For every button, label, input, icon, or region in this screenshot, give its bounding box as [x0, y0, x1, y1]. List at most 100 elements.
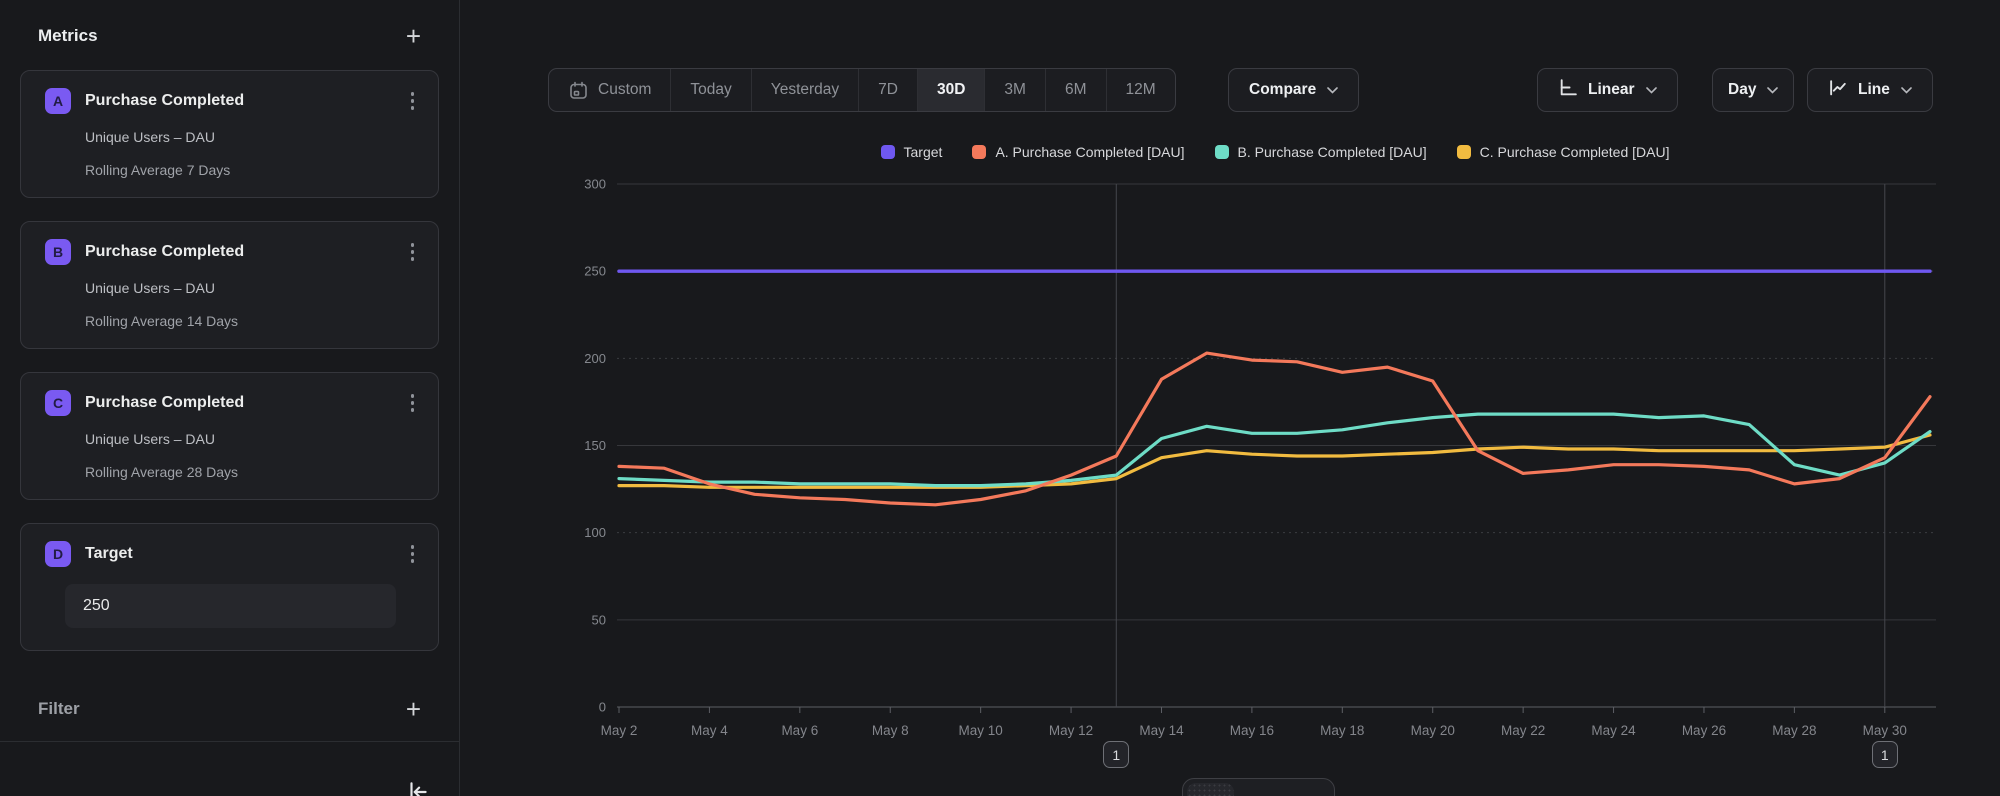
- x-tick-label: May 30: [1863, 723, 1907, 738]
- collapse-left-icon: [405, 782, 431, 796]
- range-tab-12m[interactable]: 12M: [1107, 69, 1175, 111]
- chevron-down-icon: [1327, 86, 1338, 94]
- range-tab-today[interactable]: Today: [671, 69, 752, 111]
- range-tab-7d[interactable]: 7D: [859, 69, 918, 111]
- legend-swatch: [1214, 145, 1229, 159]
- annotation-badge[interactable]: 1: [1871, 741, 1898, 768]
- target-badge: D: [45, 541, 71, 567]
- chart-panel: 0 50 100 150 200 250 300 May 2 May 4 May 6 May 8 Ma…: [461, 0, 2000, 796]
- x-tick-label: May 28: [1772, 723, 1816, 738]
- range-tab-3m[interactable]: 3M: [985, 69, 1046, 111]
- x-tick-label: May 6: [781, 723, 818, 738]
- x-tick-label: May 22: [1501, 723, 1545, 738]
- chart-view-button[interactable]: [1187, 783, 1234, 796]
- interval-label: Day: [1728, 81, 1757, 98]
- range-tab-6m[interactable]: 6M: [1046, 69, 1107, 111]
- legend-item[interactable]: C. Purchase Completed [DAU]: [1456, 144, 1670, 160]
- metric-badge: B: [45, 239, 71, 265]
- target-value-input[interactable]: 250: [65, 584, 396, 628]
- range-tab-label: 6M: [1064, 81, 1087, 98]
- legend-label: C. Purchase Completed [DAU]: [1479, 144, 1670, 160]
- x-tick-label: May 20: [1411, 723, 1455, 738]
- scale-select-button[interactable]: Linear: [1537, 68, 1678, 112]
- x-tick-label: May 18: [1320, 723, 1364, 738]
- series-line-1[interactable]: [617, 351, 1932, 507]
- add-metric-button[interactable]: +: [405, 21, 421, 51]
- x-tick-label: May 14: [1139, 723, 1184, 738]
- kebab-menu-icon[interactable]: [409, 88, 417, 114]
- metric-measure: Unique Users – DAU: [85, 129, 215, 145]
- target-card[interactable]: D Target 250: [20, 523, 439, 651]
- range-tab-label: 3M: [1004, 81, 1026, 98]
- metric-transform: Rolling Average 14 Days: [85, 313, 239, 329]
- y-tick-label: 150: [584, 438, 606, 453]
- chevron-down-icon: [1645, 86, 1657, 94]
- range-tab-label: 30D: [936, 81, 966, 98]
- interval-select-button[interactable]: Day: [1712, 68, 1795, 112]
- metric-card-list: A Purchase Completed Unique Users – DAU Rol…: [0, 70, 459, 500]
- chevron-down-icon: [1767, 86, 1779, 94]
- x-tick-label: May 4: [691, 723, 728, 738]
- legend-label: A. Purchase Completed [DAU]: [995, 144, 1185, 160]
- range-tab-custom[interactable]: Custom: [549, 69, 672, 111]
- collapse-sidebar-button[interactable]: [405, 779, 431, 796]
- sidebar: Metrics + A Purchase Completed Unique User…: [0, 0, 460, 796]
- range-tab-label: 12M: [1125, 81, 1156, 98]
- metric-card-a[interactable]: A Purchase Completed Unique Users – DAU Rol…: [20, 70, 439, 198]
- legend-item[interactable]: A. Purchase Completed [DAU]: [972, 144, 1185, 160]
- series-line-2[interactable]: [617, 412, 1932, 488]
- filter-header-label: Filter: [38, 699, 80, 718]
- y-tick-label: 50: [592, 612, 606, 627]
- line-chart-icon: [1828, 77, 1849, 103]
- sidebar-divider: [0, 741, 459, 742]
- calendar-icon: [568, 80, 589, 101]
- chart-type-select-button[interactable]: Line: [1807, 68, 1933, 112]
- kebab-menu-icon[interactable]: [409, 390, 417, 416]
- metric-badge: A: [45, 88, 71, 114]
- x-tick-label: May 10: [959, 723, 1003, 738]
- linear-scale-icon: [1558, 77, 1579, 103]
- y-tick-label: 250: [584, 264, 606, 279]
- y-tick-label: 0: [599, 700, 606, 715]
- legend-swatch: [972, 145, 987, 159]
- compare-button[interactable]: Compare: [1228, 68, 1360, 112]
- metric-title: Purchase Completed: [85, 92, 245, 109]
- x-axis: May 2 May 4 May 6 May 8 May 10 May 12 May 14 Ma…: [601, 707, 1907, 738]
- target-title: Target: [85, 545, 133, 562]
- scale-label: Linear: [1588, 81, 1635, 98]
- date-range-tabs: Custom Today Yesterday 7D 30D 3M 6M 12M: [548, 68, 1176, 112]
- metric-measure: Unique Users – DAU: [85, 280, 215, 296]
- metric-badge: C: [45, 390, 71, 416]
- table-view-button[interactable]: [1283, 783, 1330, 796]
- range-tab-label: Custom: [598, 81, 652, 98]
- legend-swatch: [1456, 145, 1471, 159]
- view-switcher: [1182, 778, 1335, 796]
- metric-title: Purchase Completed: [85, 394, 245, 411]
- legend-item[interactable]: B. Purchase Completed [DAU]: [1214, 144, 1427, 160]
- range-tab-30d[interactable]: 30D: [917, 69, 986, 111]
- filter-header: Filter +: [38, 694, 421, 724]
- chart-and-table-view-button[interactable]: [1235, 783, 1282, 796]
- chevron-down-icon: [1901, 86, 1912, 94]
- metric-card-c[interactable]: C Purchase Completed Unique Users – DAU Rol…: [20, 372, 439, 500]
- legend-label: Target: [903, 144, 943, 160]
- series-line-3[interactable]: [617, 433, 1932, 489]
- y-gridlines: 0 50 100 150 200 250 300: [584, 177, 1936, 715]
- range-tab-yesterday[interactable]: Yesterday: [752, 69, 860, 111]
- compare-label: Compare: [1249, 81, 1317, 98]
- add-filter-button[interactable]: +: [405, 694, 421, 724]
- kebab-menu-icon[interactable]: [409, 541, 417, 567]
- kebab-menu-icon[interactable]: [409, 239, 417, 265]
- chart-type-label: Line: [1858, 81, 1890, 98]
- metric-measure: Unique Users – DAU: [85, 431, 215, 447]
- metric-transform: Rolling Average 28 Days: [85, 464, 239, 480]
- metric-card-b[interactable]: B Purchase Completed Unique Users – DAU Rol…: [20, 221, 439, 349]
- x-tick-label: May 16: [1230, 723, 1274, 738]
- legend-item[interactable]: Target: [880, 144, 943, 160]
- legend-swatch: [880, 145, 895, 159]
- annotation-badge[interactable]: 1: [1103, 741, 1130, 768]
- y-tick-label: 300: [584, 177, 606, 192]
- metric-title: Purchase Completed: [85, 243, 245, 260]
- range-tab-label: 7D: [878, 81, 898, 98]
